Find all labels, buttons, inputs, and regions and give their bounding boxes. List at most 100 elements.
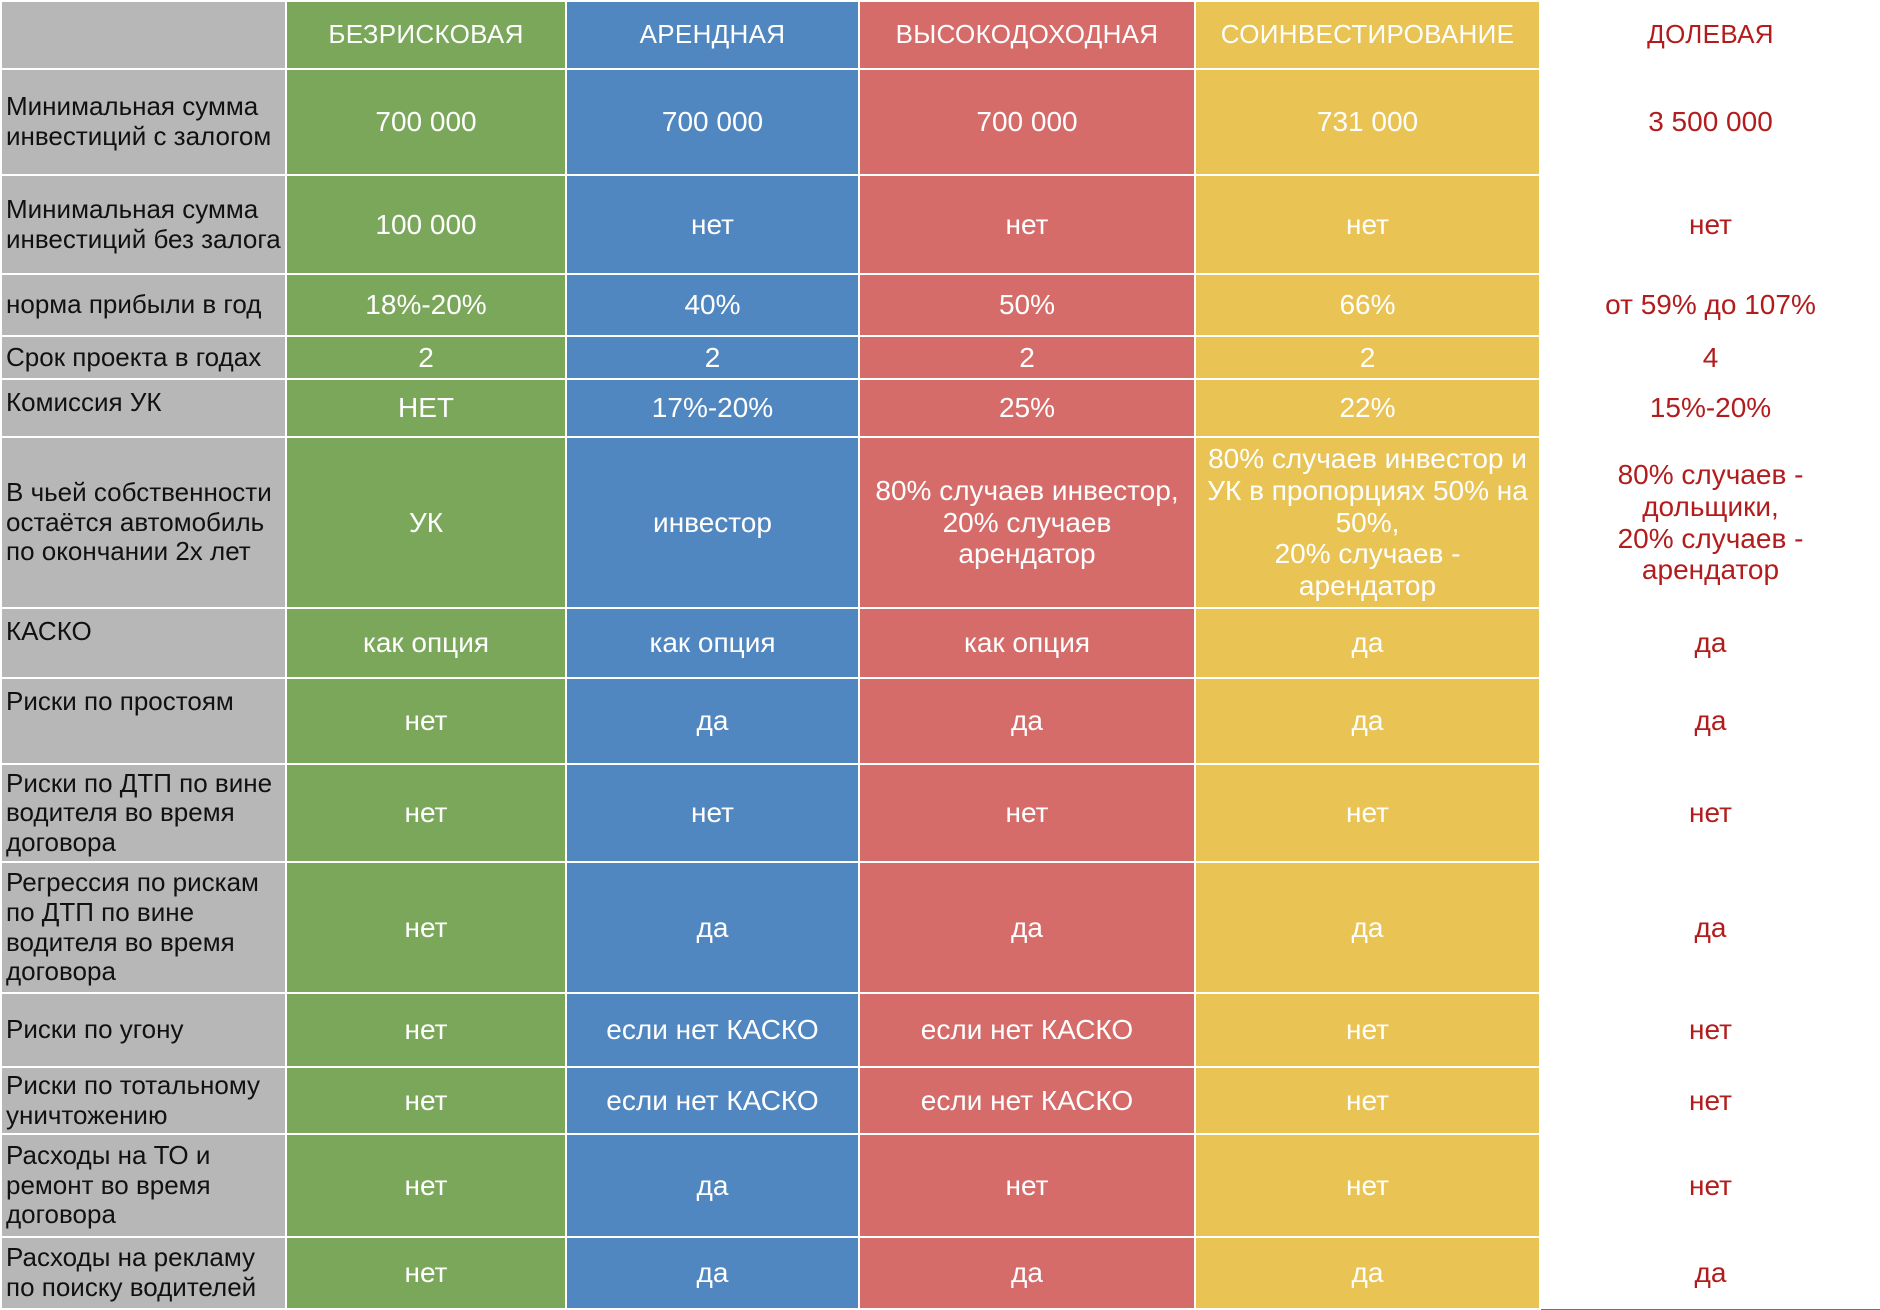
table-cell: 100 000 [285,174,567,275]
table-cell: 2 [285,335,567,380]
table-cell: нет [1194,992,1541,1068]
table-cell: нет [1539,1066,1880,1135]
corner-cell [0,0,287,70]
row-label: Регрессия по рискам по ДТП по вине водит… [0,861,287,994]
table-cell: нет [858,1133,1196,1238]
table-cell: нет [285,1066,567,1135]
row-label: Риски по ДТП по вине водителя во время д… [0,763,287,863]
table-cell: 700 000 [285,68,567,176]
table-cell: нет [1539,1133,1880,1238]
table-cell: да [1194,1236,1541,1310]
table-cell: если нет КАСКО [858,992,1196,1068]
table-cell: нет [1539,174,1880,275]
header-row: БЕЗРИСКОВАЯ АРЕНДНАЯ ВЫСОКОДОХОДНАЯ СОИН… [0,0,1880,70]
table-cell: 2 [858,335,1196,380]
table-cell: НЕТ [285,378,567,438]
table-cell: если нет КАСКО [565,1066,860,1135]
table-cell: 80% случаев инвестор, 20% случаев аренда… [858,436,1196,609]
table-cell: 2 [1194,335,1541,380]
table-cell: как опция [285,607,567,679]
table-cell: нет [1539,763,1880,863]
column-header-vysokodokhodnaya: ВЫСОКОДОХОДНАЯ [858,0,1196,70]
table-cell: да [858,861,1196,994]
table-cell: 25% [858,378,1196,438]
column-header-arendnaya: АРЕНДНАЯ [565,0,860,70]
table-row: Комиссия УК НЕТ 17%-20% 25% 22% 15%-20% [0,378,1880,438]
table-row: Риски по ДТП по вине водителя во время д… [0,763,1880,863]
table-cell: 80% случаев инвестор и УК в пропорциях 5… [1194,436,1541,609]
table-cell: нет [858,763,1196,863]
table-cell: нет [285,1133,567,1238]
table-cell: нет [285,763,567,863]
table-cell: 80% случаев - дольщики, 20% случаев - ар… [1539,436,1880,609]
row-label: Срок проекта в годах [0,335,287,380]
table-cell: нет [1194,174,1541,275]
row-label: Расходы на ТО и ремонт во время договора [0,1133,287,1238]
table-cell: нет [1194,1133,1541,1238]
table-cell: да [565,1133,860,1238]
table-cell: да [1539,1236,1880,1310]
row-label: норма прибыли в год [0,273,287,337]
table-cell: да [1194,861,1541,994]
column-header-bezriskovaya: БЕЗРИСКОВАЯ [285,0,567,70]
table-cell: да [1539,677,1880,765]
table-cell: 4 [1539,335,1880,380]
table-cell: 22% [1194,378,1541,438]
table-cell: 40% [565,273,860,337]
table-cell: нет [285,677,567,765]
table-cell: да [1194,677,1541,765]
row-label: КАСКО [0,607,287,679]
table-cell: нет [1194,763,1541,863]
table-cell: нет [565,763,860,863]
column-header-soinvestirovanie: СОИНВЕСТИРОВАНИЕ [1194,0,1541,70]
table-row: Минимальная сумма инвестиций с залогом 7… [0,68,1880,176]
table-cell: да [1194,607,1541,679]
table-cell: 700 000 [858,68,1196,176]
row-label: Минимальная сумма инвестиций без залога [0,174,287,275]
table-cell: нет [285,992,567,1068]
table-cell: да [1539,861,1880,994]
table-cell: нет [565,174,860,275]
table-cell: да [1539,607,1880,679]
table-row: Расходы на ТО и ремонт во время договора… [0,1133,1880,1238]
table-cell: 66% [1194,273,1541,337]
table-cell: да [858,677,1196,765]
table-cell: да [565,861,860,994]
table-row: КАСКО как опция как опция как опция да д… [0,607,1880,679]
table-cell: нет [285,861,567,994]
table-row: Риски по тотальному уничтожению нет если… [0,1066,1880,1135]
table-cell: как опция [565,607,860,679]
table-cell: 700 000 [565,68,860,176]
table-row: Риски по простоям нет да да да да [0,677,1880,765]
table-cell: как опция [858,607,1196,679]
table-cell: 15%-20% [1539,378,1880,438]
table-row: Срок проекта в годах 2 2 2 2 4 [0,335,1880,380]
table-cell: нет [285,1236,567,1310]
table-row: Минимальная сумма инвестиций без залога … [0,174,1880,275]
table-cell: нет [858,174,1196,275]
table-row: Регрессия по рискам по ДТП по вине водит… [0,861,1880,994]
table-cell: если нет КАСКО [565,992,860,1068]
table-cell: да [565,677,860,765]
table-cell: от 59% до 107% [1539,273,1880,337]
row-label: В чьей собственности остаётся автомобиль… [0,436,287,609]
row-label: Расходы на рекламу по поиску водителей [0,1236,287,1310]
table-cell: 50% [858,273,1196,337]
table-cell: да [858,1236,1196,1310]
table-cell: 731 000 [1194,68,1541,176]
row-label: Минимальная сумма инвестиций с залогом [0,68,287,176]
table-cell: 17%-20% [565,378,860,438]
table-row: Расходы на рекламу по поиску водителей н… [0,1236,1880,1310]
table-cell: да [565,1236,860,1310]
table-cell: нет [1539,992,1880,1068]
table-cell: нет [1194,1066,1541,1135]
table-cell: 18%-20% [285,273,567,337]
row-label: Риски по простоям [0,677,287,765]
table-row: В чьей собственности остаётся автомобиль… [0,436,1880,609]
column-header-dolevaya: ДОЛЕВАЯ [1539,0,1880,70]
table-cell: если нет КАСКО [858,1066,1196,1135]
table-cell: 2 [565,335,860,380]
table-row: норма прибыли в год 18%-20% 40% 50% 66% … [0,273,1880,337]
row-label: Риски по угону [0,992,287,1068]
